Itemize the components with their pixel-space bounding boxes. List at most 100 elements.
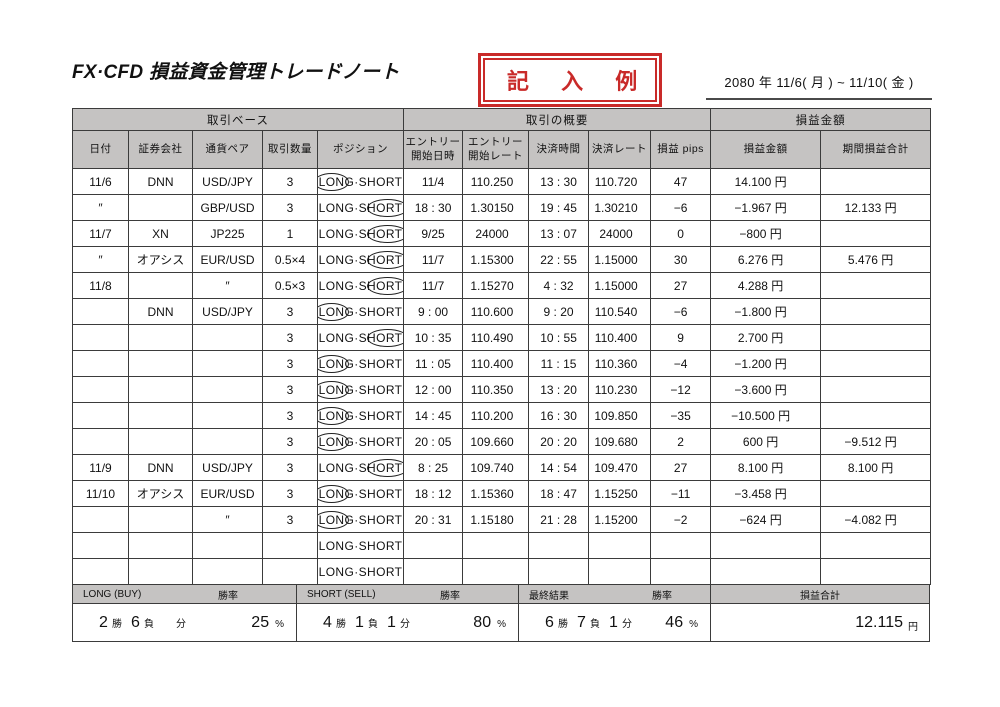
position-cell: LONG·SHORT [316,220,405,247]
trade-row: 3 LONG·SHORT 14 : 45 110.200 16 : 30 109.850−… [72,402,932,429]
entry-time-cell: 14 : 45 [403,402,464,429]
close-rate-cell: 110.720 [588,168,652,195]
trade-row: LONG·SHORT [72,558,932,585]
position-options: LONG·SHORT [318,354,403,373]
close-rate-cell: 24000 [588,220,652,247]
col-header-broker: 証券会社 [128,130,193,169]
broker-cell [128,506,193,533]
broker-cell [128,558,193,585]
pl-cell: 4.288 円 [710,272,822,299]
final-win-rate-value: 46 [665,613,684,631]
date-cell [72,558,129,585]
long-selected-circle [318,406,349,425]
close-rate-cell [588,532,652,559]
date-cell [72,298,129,325]
pips-cell: 2 [650,428,712,455]
pair-cell: ″ [192,506,263,533]
position-options: LONG·SHORT [319,250,403,269]
pips-cell [650,532,712,559]
pair-cell [192,376,263,403]
pair-cell: GBP/USD [192,194,263,221]
summary-header-short: SHORT (SELL) 勝率 [297,585,519,603]
trade-row: 11/10 オアシス EUR/USD 3 LONG·SHORT 18 : 12 1.1536… [72,480,932,507]
entry-rate-cell: 1.30150 [462,194,530,221]
wins-unit: 勝 [336,618,346,630]
entry-rate-cell [462,558,530,585]
short-selected-circle [367,276,403,295]
entry-rate-cell: 110.250 [462,168,530,195]
pips-cell: 0 [650,220,712,247]
pair-cell [192,350,263,377]
date-range: 2080 年 11/6( 月 ) ~ 11/10( 金 ) [706,72,932,100]
long-draws: 分 [161,615,186,630]
entry-rate-cell [462,532,530,559]
broker-cell: DNN [128,168,193,195]
entry-time-cell: 18 : 30 [403,194,464,221]
broker-cell: オアシス [128,480,193,507]
draws-unit: 分 [622,618,632,630]
close-time-cell: 18 : 47 [528,480,590,507]
period-pl-cell [820,168,932,195]
close-time-cell: 11 : 15 [528,350,590,377]
col-header-pair: 通貨ペア [192,130,263,169]
trade-row: 11/7 XN JP225 1 LONG·SHORT 9/25 24000 13 : 07 24… [72,220,932,247]
long-selected-circle [318,510,349,529]
win-rate-label: 勝率 [218,590,238,602]
close-time-cell [528,532,590,559]
entry-rate-cell: 110.200 [462,402,530,429]
percent-unit: % [275,618,284,630]
group-header-trade-base: 取引ベース [71,108,405,131]
pl-cell: −1.800 円 [710,298,822,325]
position-cell: LONG·SHORT [316,376,405,403]
qty-cell: 0.5×4 [262,246,318,273]
wins-unit: 勝 [558,618,568,630]
pips-cell: 27 [650,454,712,481]
pl-cell: 8.100 円 [710,454,822,481]
close-time-cell: 13 : 20 [528,376,590,403]
position-cell: LONG·SHORT [316,350,405,377]
long-wins-value: 2 [99,613,108,631]
position-options: LONG·SHORT [319,328,403,347]
entry-time-cell: 9 : 00 [403,298,464,325]
pips-cell: −11 [650,480,712,507]
summary-header-final: 最終結果 勝率 [519,585,711,603]
col-header-date: 日付 [72,130,129,169]
entry-time-cell: 18 : 12 [403,480,464,507]
summary-header-long: LONG (BUY) 勝率 [73,585,297,603]
pair-cell: JP225 [192,220,263,247]
position-cell: LONG·SHORT [316,480,405,507]
close-rate-cell: 110.400 [588,324,652,351]
trade-row: ″ GBP/USD 3 LONG·SHORT 18 : 30 1.30150 19 : 45… [72,194,932,221]
period-pl-cell [820,272,932,299]
trade-row: DNN USD/JPY 3 LONG·SHORT 9 : 00 110.600 9 : 20… [72,298,932,325]
entry-time-cell: 20 : 31 [403,506,464,533]
entry-time-cell: 9/25 [403,220,464,247]
qty-cell: 3 [262,480,318,507]
entry-rate-cell: 110.490 [462,324,530,351]
date-cell [72,506,129,533]
entry-rate-cell: 24000 [462,220,530,247]
close-rate-cell: 110.360 [588,350,652,377]
close-time-cell: 4 : 32 [528,272,590,299]
entry-time-cell: 12 : 00 [403,376,464,403]
long-win-rate-value: 25 [251,613,270,631]
period-pl-cell: 8.100 円 [820,454,932,481]
entry-rate-cell: 1.15300 [462,246,530,273]
close-rate-cell: 109.470 [588,454,652,481]
qty-cell: 3 [262,194,318,221]
entry-time-cell: 11/7 [403,272,464,299]
position-options: LONG·SHORT [319,224,403,243]
pair-cell: USD/JPY [192,454,263,481]
broker-cell [128,402,193,429]
position-options: LONG·SHORT [319,198,403,217]
position-cell: LONG·SHORT [316,402,405,429]
trade-row: 11/8 ″ 0.5×3 LONG·SHORT 11/7 1.15270 4 : 32 1.1… [72,272,932,299]
entry-time-cell: 11 : 05 [403,350,464,377]
pl-cell [710,558,822,585]
